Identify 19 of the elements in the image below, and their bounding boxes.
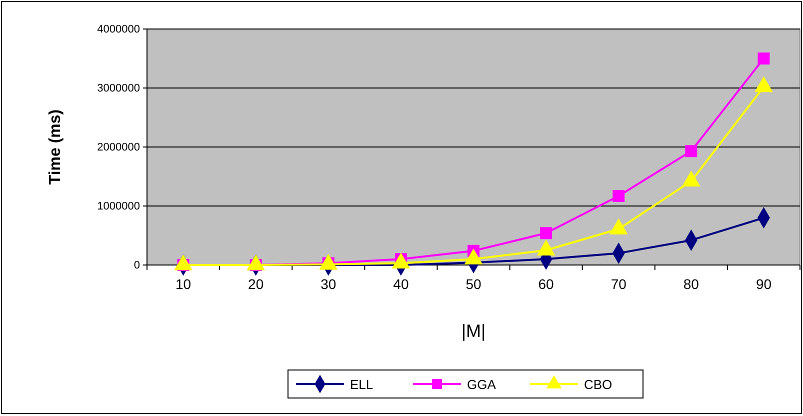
y-axis-title: Time (ms)	[47, 109, 64, 185]
x-tick-label: 30	[320, 276, 336, 292]
x-tick-label: 40	[393, 276, 409, 292]
y-tick-label: 0	[134, 260, 140, 272]
x-tick-label: 60	[538, 276, 554, 292]
legend-label: ELL	[350, 377, 374, 392]
x-tick-label: 80	[683, 276, 700, 292]
x-tick-label: 70	[610, 276, 627, 292]
x-tick-label: 90	[756, 276, 772, 292]
legend-label: GGA	[467, 377, 496, 392]
y-tick-label: 2000000	[97, 142, 140, 154]
x-axis-title: |M|	[461, 321, 486, 341]
legend-label: CBO	[584, 377, 612, 392]
x-tick-label: 20	[248, 276, 264, 292]
y-tick-label: 4000000	[97, 24, 140, 36]
y-tick-label: 1000000	[97, 200, 140, 213]
y-tick-label: 3000000	[97, 82, 140, 95]
x-tick-label: 50	[466, 276, 482, 292]
x-tick-label: 10	[175, 276, 192, 292]
